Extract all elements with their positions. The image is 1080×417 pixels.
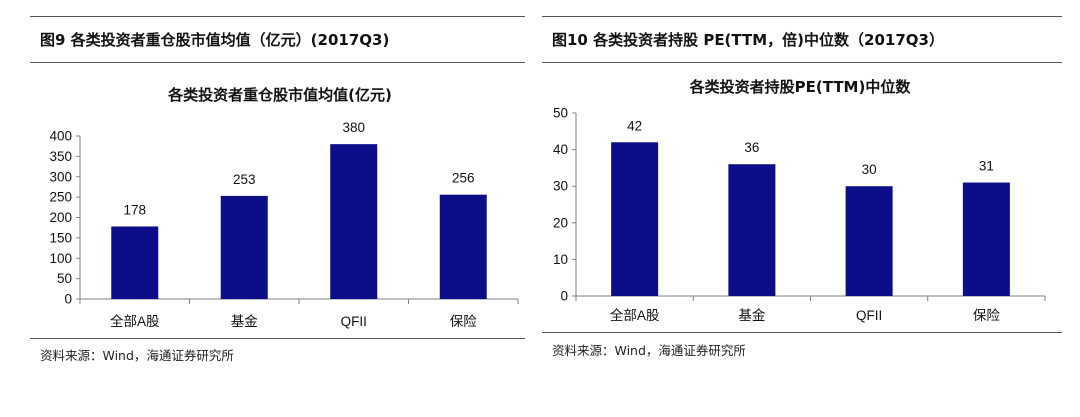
bar <box>728 164 776 296</box>
y-tick-label: 40 <box>553 142 568 157</box>
title-rule <box>542 62 1062 63</box>
y-tick-label: 300 <box>49 169 72 184</box>
y-tick-label: 0 <box>560 289 568 304</box>
figure-title: 图10 各类投资者持股 PE(TTM，倍)中位数（2017Q3） <box>552 31 944 49</box>
chart-title: 各类投资者持股PE(TTM)中位数 <box>689 78 911 96</box>
y-tick-label: 20 <box>553 215 568 230</box>
data-label: 253 <box>233 172 256 187</box>
category-label: 全部A股 <box>610 307 660 323</box>
bar <box>439 194 487 299</box>
bottom-rule <box>542 332 1062 333</box>
figure-panel-right: 图10 各类投资者持股 PE(TTM，倍)中位数（2017Q3） 各类投资者持股… <box>540 0 1080 417</box>
data-label: 380 <box>342 120 365 135</box>
data-label: 36 <box>744 140 759 155</box>
y-tick-label: 30 <box>553 179 568 194</box>
data-label: 31 <box>979 159 994 174</box>
y-tick-label: 100 <box>49 251 72 266</box>
top-rule <box>30 16 525 17</box>
bar <box>845 186 893 296</box>
bar <box>330 144 378 299</box>
y-tick-label: 200 <box>49 210 72 225</box>
category-label: 基金 <box>738 307 766 323</box>
bar-chart-pe-median: 0 10 20 30 40 50 42 全部A股 36 基金 30 QFII 31 保险 <box>553 106 1046 323</box>
figure-panel-left: 图9 各类投资者重仓股市值均值（亿元）(2017Q3) 各类投资者重仓股市值均值… <box>30 16 525 363</box>
bar <box>220 195 268 299</box>
bar <box>111 226 159 299</box>
y-tick-label: 0 <box>64 292 72 307</box>
data-label: 30 <box>862 162 877 177</box>
y-tick-label: 350 <box>49 149 72 164</box>
category-label: 保险 <box>973 308 1001 323</box>
category-label: 保险 <box>450 314 477 329</box>
category-label: QFII <box>856 308 882 323</box>
y-tick-label: 400 <box>49 129 72 144</box>
data-label: 178 <box>123 202 146 217</box>
data-label: 42 <box>627 118 642 133</box>
y-tick-label: 150 <box>49 230 72 245</box>
bar <box>611 142 659 296</box>
y-tick-label: 50 <box>553 106 568 121</box>
bar-chart-market-value: 0 50 100 150 200 250 300 350 400 178 全部A股 253 基金 380 Q… <box>49 120 519 329</box>
source-note: 资料来源：Wind，海通证券研究所 <box>552 343 746 358</box>
y-tick-label: 10 <box>553 252 568 267</box>
category-label: 全部A股 <box>110 313 160 329</box>
data-label: 256 <box>452 171 475 186</box>
title-rule <box>30 62 525 63</box>
y-tick-label: 250 <box>49 190 72 205</box>
category-label: 基金 <box>231 313 258 329</box>
bottom-rule <box>30 338 525 339</box>
top-rule <box>542 16 1062 17</box>
chart-title: 各类投资者重仓股市值均值(亿元) <box>168 86 392 104</box>
category-label: QFII <box>341 314 367 329</box>
y-tick-label: 50 <box>57 271 72 286</box>
bar <box>962 182 1010 296</box>
figure-title: 图9 各类投资者重仓股市值均值（亿元）(2017Q3) <box>40 31 390 49</box>
source-note: 资料来源：Wind，海通证券研究所 <box>40 348 234 363</box>
